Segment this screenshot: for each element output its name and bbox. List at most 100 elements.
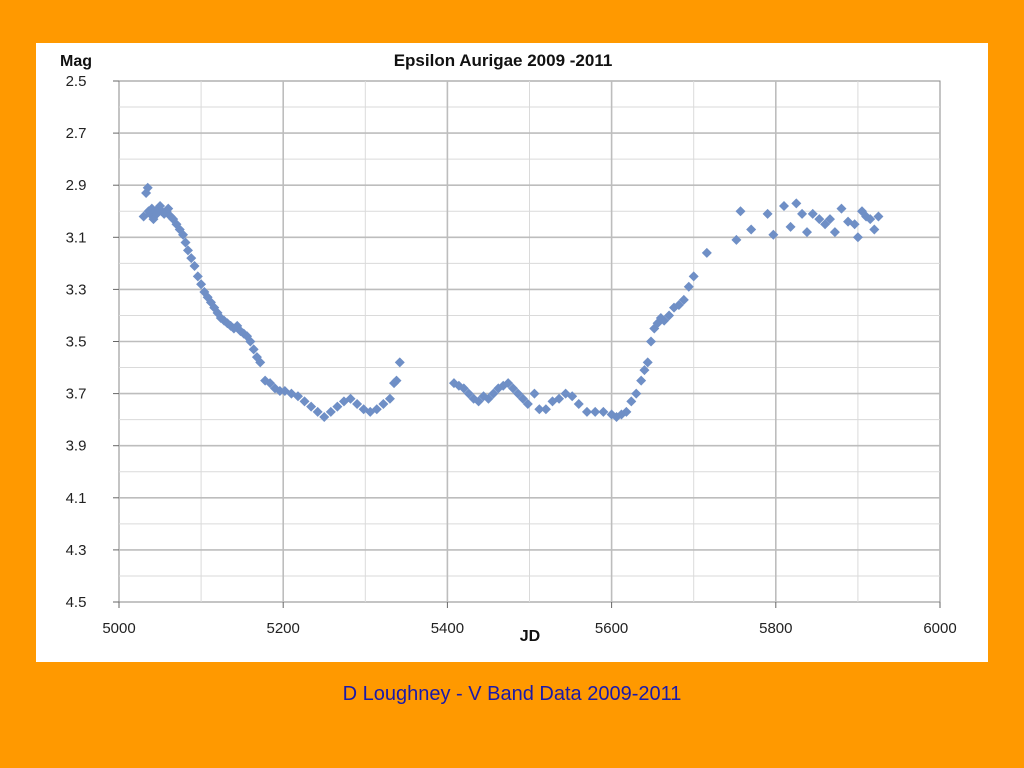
footer-caption: D Loughney - V Band Data 2009-2011 [342, 683, 682, 705]
data-point [814, 214, 825, 225]
x-tick-label: 5200 [267, 620, 300, 637]
data-point [352, 399, 363, 410]
y-tick-label: 3.3 [66, 281, 87, 298]
x-tick-label: 5600 [595, 620, 628, 637]
data-point [192, 271, 203, 282]
data-point [869, 224, 880, 235]
data-point [312, 406, 323, 417]
chart-title: Epsilon Aurigae 2009 -2011 [394, 51, 613, 70]
data-point [824, 214, 835, 225]
x-tick-label: 5000 [102, 620, 135, 637]
data-point [636, 375, 647, 386]
y-tick-label: 3.1 [66, 229, 87, 246]
y-tick-label: 2.7 [66, 125, 87, 142]
data-point [529, 388, 540, 399]
y-tick-label: 4.1 [66, 490, 87, 507]
x-tick-label: 5800 [759, 620, 792, 637]
data-point [785, 221, 796, 232]
y-tick-label: 2.9 [66, 177, 87, 194]
data-point [554, 393, 565, 404]
data-point [178, 229, 189, 240]
data-point [820, 219, 831, 230]
data-point [779, 201, 790, 212]
data-point [488, 388, 499, 399]
data-point [517, 393, 528, 404]
data-point [508, 383, 519, 394]
data-point [688, 271, 699, 282]
data-point [807, 208, 818, 219]
data-point [378, 399, 389, 410]
data-point [626, 396, 637, 407]
data-point [673, 300, 684, 311]
y-tick-labels: 2.5 2.7 2.9 3.1 3.3 3.5 3.7 3.9 4.1 4.3 4.5 [66, 73, 119, 611]
data-point [513, 388, 524, 399]
data-point [873, 211, 884, 222]
data-point [540, 404, 551, 415]
data-point [829, 227, 840, 238]
data-point [332, 401, 343, 412]
data-point [768, 229, 779, 240]
data-point [180, 237, 191, 248]
data-point [458, 383, 469, 394]
data-point [836, 203, 847, 214]
x-tick-label: 6000 [923, 620, 956, 637]
data-point [483, 393, 494, 404]
chart-svg: 2.5 2.7 2.9 3.1 3.3 3.5 3.7 3.9 4.1 4.3 4.5 5000 52… [60, 51, 957, 645]
data-point [534, 404, 545, 415]
data-point [762, 208, 773, 219]
data-point [631, 388, 642, 399]
data-point [852, 232, 863, 243]
x-tick-labels: 5000 5200 5400 5600 5800 6000 [102, 602, 957, 637]
data-point [590, 406, 601, 417]
major-gridlines [119, 81, 940, 602]
data-point [849, 219, 860, 230]
data-point [646, 336, 657, 347]
data-point [463, 388, 474, 399]
data-point [265, 378, 276, 389]
data-point [639, 365, 650, 376]
data-point [797, 208, 808, 219]
data-point [371, 404, 382, 415]
chart-panel: 2.5 2.7 2.9 3.1 3.3 3.5 3.7 3.9 4.1 4.3 4.5 5000 52… [36, 43, 988, 662]
data-point [473, 396, 484, 407]
data-point [391, 375, 402, 386]
data-point [245, 336, 256, 347]
data-point [683, 281, 694, 292]
data-point [163, 203, 174, 214]
data-point [319, 412, 330, 423]
data-point [865, 214, 876, 225]
data-point [642, 357, 653, 368]
data-point [325, 406, 336, 417]
data-point [306, 401, 317, 412]
data-point [731, 234, 742, 245]
data-point [503, 378, 514, 389]
data-point [598, 406, 609, 417]
y-tick-label: 3.9 [66, 438, 87, 455]
data-point [292, 391, 303, 402]
data-point [735, 206, 746, 217]
data-point [573, 399, 584, 410]
x-tick-label: 5400 [431, 620, 464, 637]
data-point [522, 399, 533, 410]
y-axis-title: Mag [60, 53, 92, 70]
data-point [581, 406, 592, 417]
data-point [701, 247, 712, 258]
data-points [138, 182, 884, 423]
minor-gridlines [119, 81, 940, 602]
data-point [142, 182, 153, 193]
data-point [801, 227, 812, 238]
data-point [138, 211, 149, 222]
data-point [186, 253, 197, 264]
data-point [255, 357, 266, 368]
data-point [299, 396, 310, 407]
y-tick-label: 4.3 [66, 542, 87, 559]
x-axis-title: JD [520, 628, 540, 645]
data-point [189, 260, 200, 271]
data-point [659, 315, 670, 326]
data-point [664, 310, 675, 321]
data-point [248, 344, 259, 355]
data-point [394, 357, 405, 368]
data-point [791, 198, 802, 209]
y-tick-label: 2.5 [66, 73, 87, 90]
data-point [567, 391, 578, 402]
